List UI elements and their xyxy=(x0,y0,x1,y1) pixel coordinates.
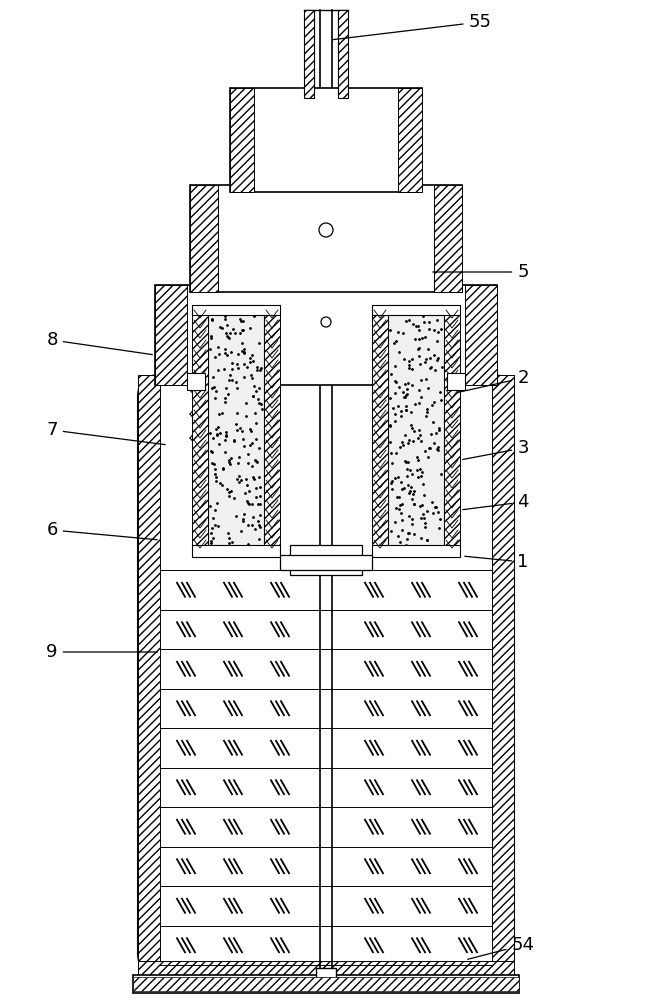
Bar xyxy=(372,545,460,557)
Polygon shape xyxy=(133,977,519,991)
Polygon shape xyxy=(434,185,462,292)
Bar xyxy=(280,555,372,570)
Text: 1: 1 xyxy=(465,553,529,571)
Polygon shape xyxy=(338,10,348,98)
Text: 8: 8 xyxy=(46,331,153,355)
Polygon shape xyxy=(187,373,205,390)
Polygon shape xyxy=(138,961,514,975)
Bar xyxy=(290,545,362,575)
Text: 55: 55 xyxy=(333,13,492,40)
Polygon shape xyxy=(138,375,160,965)
Bar xyxy=(192,305,280,315)
Polygon shape xyxy=(444,305,460,555)
Text: 3: 3 xyxy=(463,439,529,459)
Polygon shape xyxy=(230,88,254,192)
Text: 7: 7 xyxy=(46,421,165,445)
Text: 4: 4 xyxy=(463,493,529,511)
Circle shape xyxy=(321,317,331,327)
Polygon shape xyxy=(190,185,218,292)
Bar xyxy=(192,545,280,557)
Bar xyxy=(133,975,519,993)
Polygon shape xyxy=(372,305,388,555)
Polygon shape xyxy=(304,10,314,98)
Bar xyxy=(388,305,444,555)
Bar xyxy=(208,305,264,555)
Polygon shape xyxy=(398,88,422,192)
Polygon shape xyxy=(264,305,280,555)
Polygon shape xyxy=(447,373,465,390)
Bar xyxy=(230,88,422,192)
Polygon shape xyxy=(155,285,187,385)
Text: 9: 9 xyxy=(46,643,157,661)
Text: 2: 2 xyxy=(458,369,529,392)
FancyBboxPatch shape xyxy=(138,375,514,975)
Bar xyxy=(190,185,462,292)
Text: 5: 5 xyxy=(433,263,529,281)
Polygon shape xyxy=(492,375,514,965)
Text: 54: 54 xyxy=(467,936,535,959)
Bar xyxy=(372,305,460,315)
Circle shape xyxy=(319,223,333,237)
Polygon shape xyxy=(192,305,208,555)
Bar xyxy=(155,285,497,385)
Polygon shape xyxy=(316,968,336,978)
Text: 6: 6 xyxy=(46,521,157,540)
Polygon shape xyxy=(465,285,497,385)
